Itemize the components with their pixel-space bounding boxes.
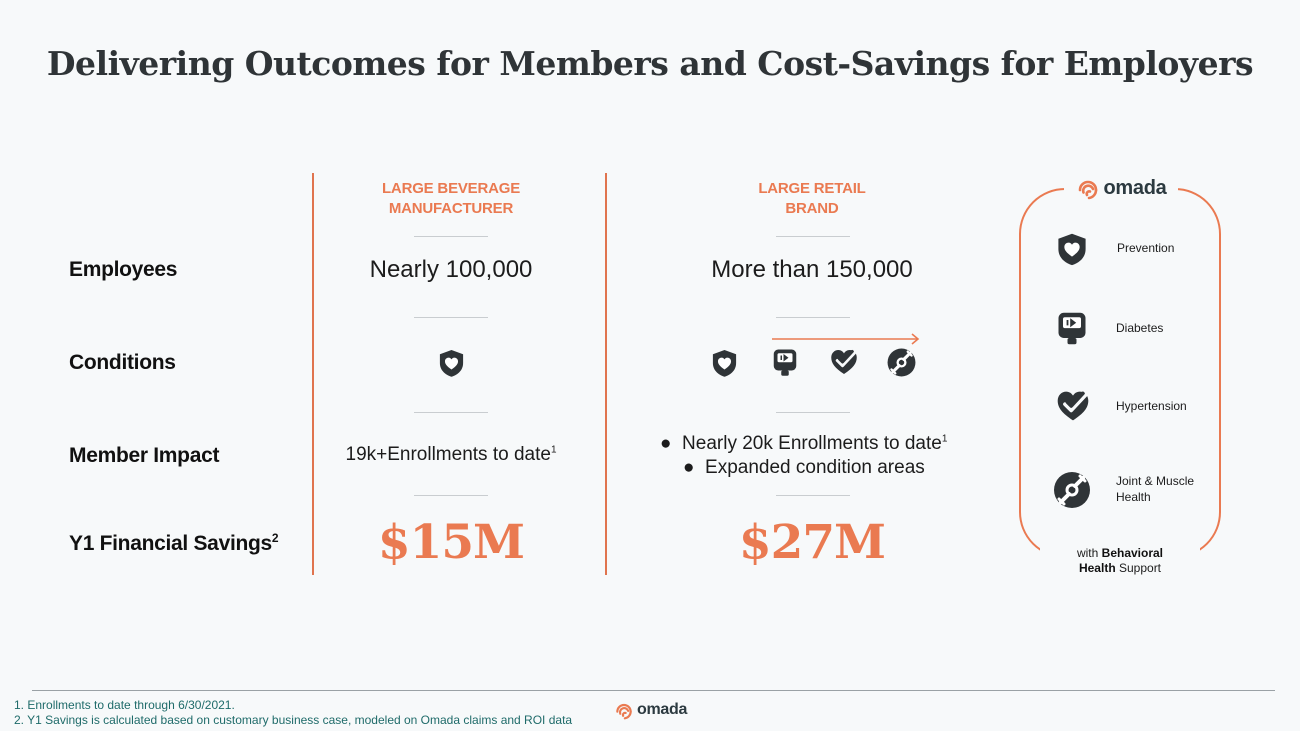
col1-impact-text: 19k+Enrollments to date [345, 444, 551, 465]
panel-footer: with Behavioral Health Support [1040, 546, 1200, 580]
bone-joint-icon [1052, 470, 1092, 510]
page-title: Delivering Outcomes for Members and Cost… [46, 44, 1254, 83]
col2-header: LARGE RETAIL BRAND [692, 179, 932, 219]
expansion-arrow-icon [772, 333, 920, 345]
col2-bullet2-text: Expanded condition areas [705, 457, 925, 478]
separator [776, 236, 850, 237]
col1-employees: Nearly 100,000 [369, 256, 533, 283]
panel-item-prevention: Prevention [1117, 241, 1175, 255]
glucose-meter-icon [1054, 308, 1090, 350]
panel-logo-text: omada [1103, 176, 1167, 199]
bone-joint-icon [886, 347, 917, 378]
bullet-icon: ● [660, 433, 672, 454]
panel-item-diabetes: Diabetes [1116, 321, 1164, 335]
omada-logo-icon [1076, 176, 1100, 200]
shield-heart-icon [710, 347, 739, 379]
panel-logo: omada [1064, 174, 1178, 202]
col2-header-line1: LARGE RETAIL [758, 180, 866, 197]
col2-bullet1-text: Nearly 20k Enrollments to date [682, 433, 942, 454]
separator [414, 236, 488, 237]
column-divider [605, 173, 607, 575]
col1-impact: 19k+Enrollments to date1 [331, 444, 571, 466]
separator [776, 495, 850, 496]
panel-footer-suffix: Support [1115, 561, 1162, 575]
col2-header-line2: BRAND [785, 200, 839, 217]
col2-impact-bullet-2: ● Expanded condition areas [683, 457, 983, 479]
col2-savings: $27M [738, 515, 886, 570]
footnote-marker: 1 [550, 444, 557, 456]
separator [414, 317, 488, 318]
footnote-marker: 2 [271, 531, 279, 545]
separator [776, 412, 850, 413]
footer-logo-text: omada [637, 701, 688, 718]
footnote-2: 2. Y1 Savings is calculated based on cus… [14, 713, 573, 727]
footer-logo: omada [614, 700, 687, 720]
col1-header-line1: LARGE BEVERAGE [381, 180, 521, 197]
glucose-meter-icon [770, 346, 800, 380]
panel-item-hypertension: Hypertension [1116, 399, 1187, 413]
separator [414, 495, 488, 496]
heart-check-icon [1052, 388, 1094, 424]
footnote-marker: 1 [941, 433, 948, 445]
row-label-conditions: Conditions [69, 351, 176, 374]
heart-check-icon [828, 347, 860, 377]
row-label-employees: Employees [69, 258, 178, 281]
savings-label-text: Y1 Financial Savings [69, 532, 272, 555]
footnote-1: 1. Enrollments to date through 6/30/2021… [14, 698, 235, 712]
shield-heart-icon [437, 347, 466, 379]
panel-footer-prefix: with [1076, 546, 1102, 560]
col1-savings: $15M [377, 515, 525, 570]
panel-item-joint-muscle: Joint & Muscle Health [1116, 474, 1195, 504]
row-label-member-impact: Member Impact [69, 444, 220, 467]
col1-header: LARGE BEVERAGE MANUFACTURER [331, 179, 571, 219]
footer-divider [32, 690, 1275, 691]
col2-employees: More than 150,000 [711, 256, 913, 283]
shield-heart-icon [1055, 229, 1089, 269]
omada-logo-icon [614, 700, 634, 720]
row-label-savings: Y1 Financial Savings2 [69, 531, 279, 556]
column-divider [312, 173, 314, 575]
panel-footer-bold2: Health [1078, 561, 1116, 575]
col1-header-line2: MANUFACTURER [388, 200, 514, 217]
bullet-icon: ● [683, 457, 695, 478]
separator [776, 317, 850, 318]
separator [414, 412, 488, 413]
panel-footer-bold1: Behavioral [1101, 546, 1164, 560]
col2-impact-bullet-1: ● Nearly 20k Enrollments to date1 [660, 433, 990, 455]
